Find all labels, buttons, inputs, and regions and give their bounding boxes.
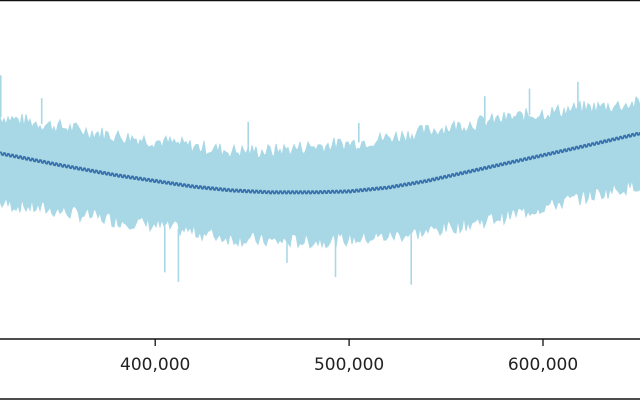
x-tick-label: 400,000 — [120, 355, 190, 375]
trend-line — [0, 131, 640, 195]
noise-band — [0, 95, 640, 249]
x-axis-ticks: 400,000 500,000 600,000 — [120, 339, 578, 375]
x-tick-label: 500,000 — [314, 355, 384, 375]
plot-area — [0, 75, 640, 285]
x-tick-label: 600,000 — [508, 355, 578, 375]
